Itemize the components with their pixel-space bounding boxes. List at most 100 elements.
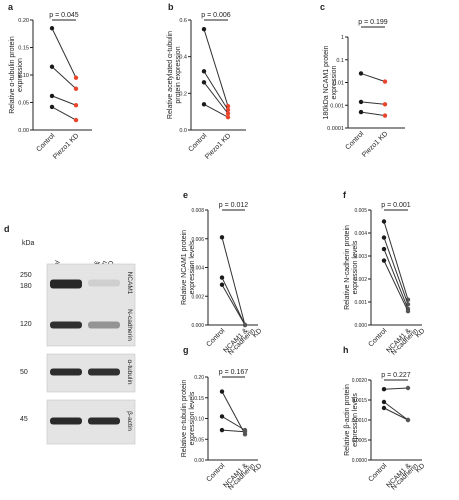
- data-point-treated: [225, 114, 231, 120]
- data-point-control: [381, 246, 387, 252]
- y-tick-label: 0.20: [18, 18, 29, 24]
- panel-letter-e: e: [183, 190, 188, 200]
- paired-line: [221, 429, 246, 433]
- panel-e: e 0.000 0.002 0.004 0.006 0.008 Relative NCAM1…: [181, 190, 263, 357]
- data-point-control: [381, 235, 387, 240]
- paired-line: [203, 29, 229, 107]
- paired-line: [360, 72, 386, 83]
- y-tick-label: 0.20: [194, 375, 204, 381]
- p-value-label: p = 0.227: [381, 372, 410, 379]
- mw-marker-label: 45: [20, 416, 28, 423]
- y-axis-label: expression levels: [352, 240, 359, 294]
- paired-line: [51, 95, 77, 106]
- y-tick-label: 0.005: [354, 208, 367, 214]
- y-tick-label: 0.10: [18, 73, 29, 79]
- paired-line: [383, 221, 409, 300]
- y-tick-label: 0.003: [354, 254, 367, 260]
- paired-line: [383, 401, 409, 421]
- paired-line: [221, 391, 246, 435]
- y-axis-label: expression: [17, 58, 24, 92]
- p-value-label: p = 0.006: [201, 12, 230, 19]
- blot-band-control: [50, 279, 82, 289]
- blot-band-control: [50, 321, 82, 329]
- blot-band-kd: [88, 417, 120, 425]
- y-tick-label: 1: [341, 35, 344, 41]
- data-point-control: [49, 26, 55, 31]
- paired-line: [221, 415, 246, 431]
- y-tick-label: 0.001: [354, 300, 367, 306]
- data-point-control: [219, 389, 225, 394]
- y-tick-label: 0.15: [18, 46, 29, 52]
- paired-line: [383, 237, 409, 305]
- y-axis-label: expression levels: [352, 393, 359, 447]
- y-tick-label: 0.008: [191, 208, 204, 214]
- paired-line: [51, 66, 77, 90]
- paired-line: [360, 111, 386, 117]
- y-axis-label: Relative N-cadherin protein: [344, 225, 351, 310]
- data-point-treated: [73, 117, 79, 123]
- category-label: Control: [367, 462, 388, 483]
- panel-h: h 0.0000 0.0005 0.0010 0.0015 0.0020Relative …: [343, 345, 426, 492]
- data-point-treated: [382, 79, 388, 84]
- data-point-treated: [225, 111, 231, 116]
- y-tick-label: 0.00: [194, 458, 204, 464]
- y-tick-label: 0.1: [336, 58, 344, 64]
- y-tick-label: 0.0: [179, 128, 187, 134]
- paired-line: [51, 106, 77, 121]
- y-tick-label: 0.001: [330, 103, 344, 109]
- blot-row-label: α-tubulin: [126, 359, 133, 384]
- data-point-control: [49, 64, 55, 69]
- y-axis-label: Relative α-tubulin protein: [181, 380, 188, 458]
- paired-line: [383, 260, 409, 312]
- p-value-label: p = 0.045: [49, 12, 78, 19]
- data-point-control: [219, 282, 225, 287]
- data-point-treated: [405, 417, 411, 423]
- data-point-treated: [73, 86, 79, 91]
- paired-line: [203, 103, 229, 118]
- panel-letter-f: f: [343, 190, 347, 200]
- data-point-treated: [405, 309, 411, 314]
- data-point-control: [49, 104, 55, 110]
- paired-line: [383, 387, 409, 390]
- y-tick-label: 0.4: [179, 55, 187, 61]
- blot-band-kd: [88, 321, 120, 329]
- blot-band-kd: [88, 279, 120, 287]
- y-tick-label: 0.0001: [327, 126, 344, 132]
- data-point-control: [381, 405, 387, 411]
- blot-row-label: β-actin: [126, 411, 133, 431]
- data-point-treated: [73, 75, 79, 80]
- panel-a: a 0.00 0.05 0.10 0.15 0.20 Relative α-tubulin …: [8, 2, 92, 161]
- kda-label: kDa: [22, 240, 35, 247]
- data-point-control: [201, 69, 207, 74]
- p-value-label: p = 0.012: [219, 202, 248, 209]
- blot-membrane: [46, 263, 136, 347]
- y-tick-label: 0.004: [354, 231, 367, 237]
- y-axis-label: Relative α-tubulin protein: [9, 36, 16, 114]
- p-value-label: p = 0.167: [219, 369, 248, 376]
- paired-line: [203, 82, 229, 114]
- paired-line: [383, 248, 409, 310]
- data-point-control: [358, 109, 364, 115]
- y-tick-label: 0.0015: [352, 398, 368, 404]
- data-point-control: [219, 414, 225, 419]
- y-tick-label: 0.01: [333, 81, 344, 87]
- mw-marker-label: 250: [20, 272, 32, 279]
- category-label: Piezo1 KD: [204, 132, 232, 160]
- data-point-control: [219, 235, 225, 240]
- panel-letter-h: h: [343, 345, 349, 355]
- paired-line: [221, 284, 246, 326]
- y-tick-label: 0.002: [354, 277, 367, 283]
- y-tick-label: 0.000: [191, 323, 204, 329]
- data-point-control: [49, 93, 55, 99]
- data-point-treated: [242, 322, 248, 328]
- category-label: KD: [252, 327, 264, 339]
- p-value-label: p = 0.001: [381, 202, 410, 209]
- blot-band-control: [50, 417, 82, 425]
- category-label: Control: [205, 462, 226, 483]
- y-tick-label: 0.004: [191, 266, 204, 272]
- data-point-control: [381, 219, 387, 224]
- category-label: KD: [415, 462, 427, 474]
- y-axis-label: expression levels: [189, 391, 196, 445]
- blot-band-kd: [88, 368, 120, 376]
